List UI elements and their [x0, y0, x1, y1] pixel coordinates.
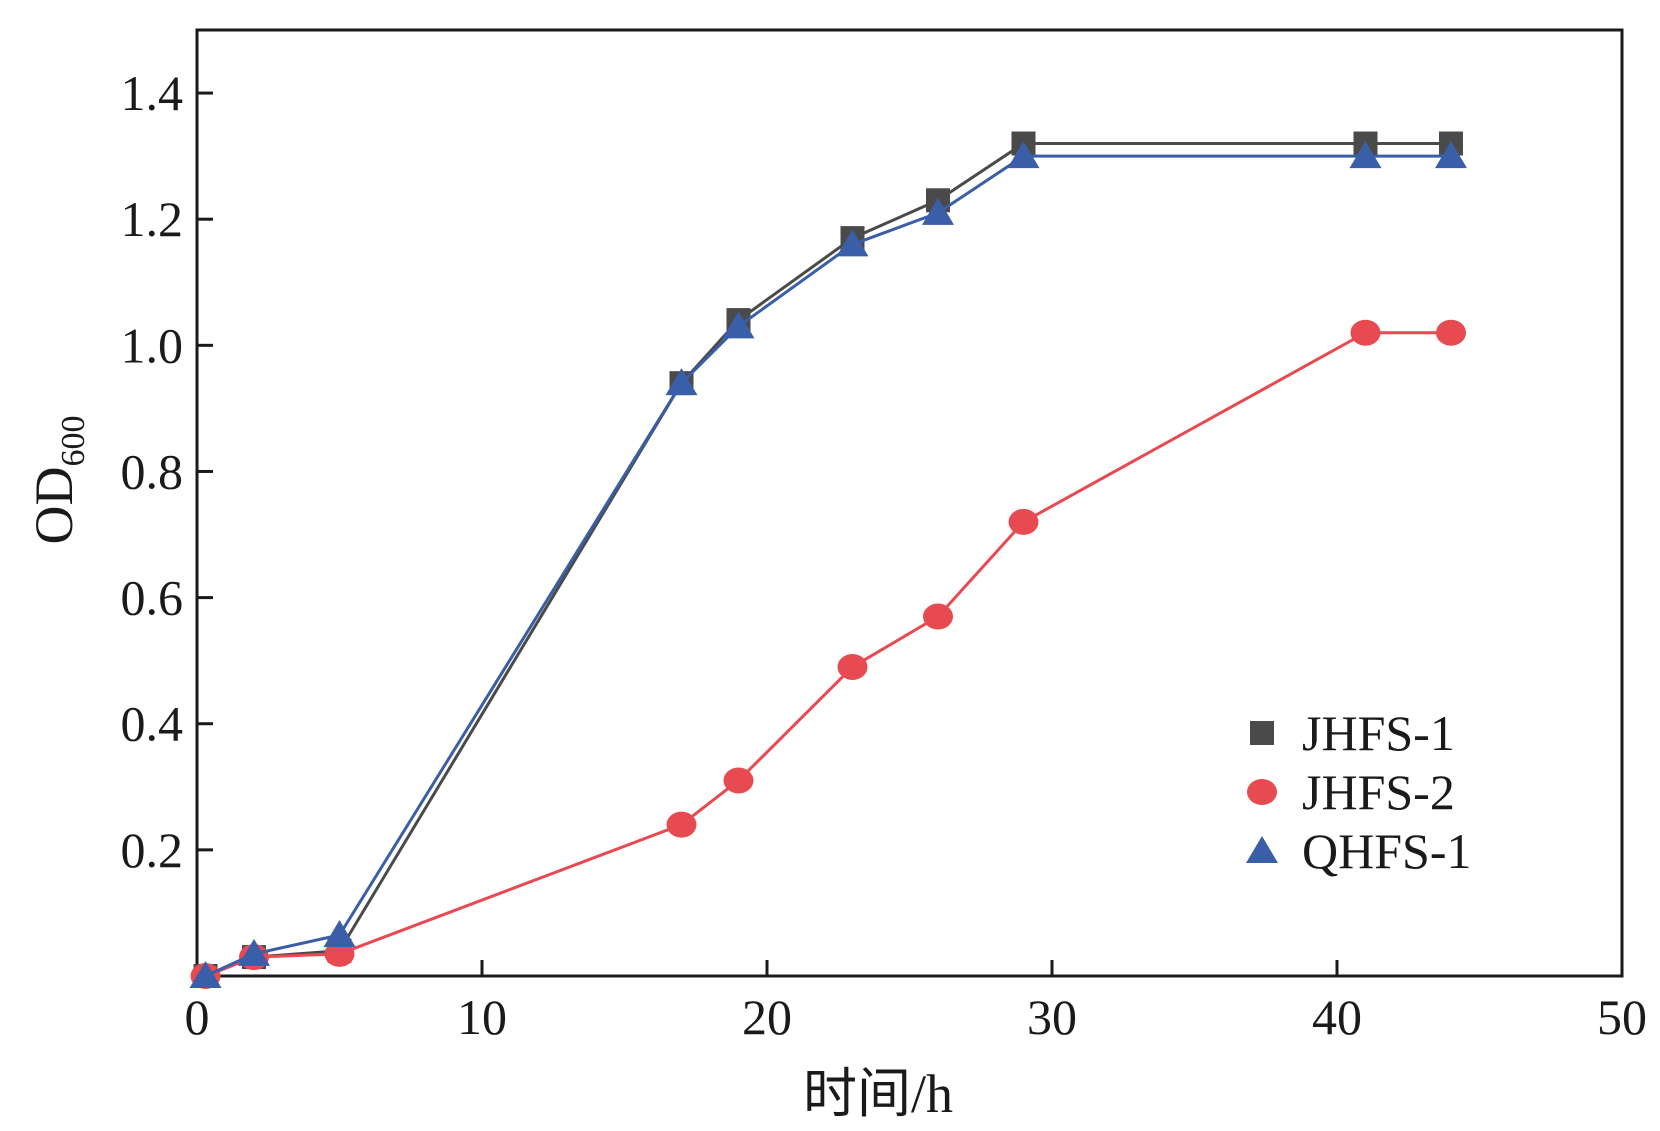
series-line-qhfs-1: [204, 154, 1451, 978]
data-point-qhfs-1: [1349, 141, 1382, 169]
y-tick-label: 1.4: [121, 65, 184, 121]
y-axis-title-main: OD: [24, 467, 84, 545]
y-tick-label: 0.8: [121, 443, 184, 499]
legend-label-qhfs-1: QHFS-1: [1302, 823, 1471, 879]
data-point-qhfs-1: [238, 938, 270, 966]
x-axis-title: 时间/h: [803, 1064, 953, 1124]
legend-marker-qhfs-1: [1246, 836, 1278, 863]
y-tick-label: 0.6: [121, 570, 184, 626]
legend-marker-jhfs-2: [1247, 779, 1277, 805]
y-axis-title: OD600: [24, 416, 92, 545]
data-point-jhfs-2: [1008, 508, 1039, 535]
series-line-jhfs-1: [205, 142, 1451, 978]
data-point-qhfs-1: [665, 368, 698, 396]
legend-marker-jhfs-1: [1250, 721, 1274, 745]
x-tick-label: 40: [1312, 989, 1362, 1045]
data-point-qhfs-1: [323, 920, 356, 948]
data-point-jhfs-2: [1436, 319, 1466, 346]
data-point-qhfs-1: [189, 961, 222, 988]
y-tick-label: 1.0: [121, 317, 184, 373]
x-tick-label: 10: [457, 989, 507, 1045]
y-tick-label: 1.2: [121, 191, 184, 247]
series-line-jhfs-2: [205, 331, 1451, 978]
series-qhfs-1: [189, 141, 1467, 988]
x-tick-label: 20: [742, 989, 792, 1045]
legend-label-jhfs-1: JHFS-1: [1302, 705, 1455, 761]
legend-label-jhfs-2: JHFS-2: [1302, 764, 1455, 820]
svg-text:OD600: OD600: [24, 416, 92, 545]
y-tick-label: 0.4: [121, 696, 184, 752]
data-point-qhfs-1: [722, 311, 755, 339]
data-point-qhfs-1: [922, 197, 954, 225]
x-tick-label: 0: [185, 989, 210, 1045]
axis-ticks: 0 10 20 30 40 50 0.2 0.4 0.6 0.8 1.0 1.2 1.4: [121, 65, 1648, 1045]
data-point-jhfs-2: [1350, 319, 1381, 346]
x-tick-label: 50: [1597, 989, 1647, 1045]
data-point-jhfs-2: [723, 767, 754, 794]
x-tick-label: 30: [1027, 989, 1077, 1045]
y-axis-title-subscript: 600: [55, 416, 92, 467]
data-point-jhfs-2: [324, 940, 355, 967]
series-jhfs-2: [190, 319, 1466, 989]
data-point-qhfs-1: [1007, 141, 1040, 169]
plot-frame: [195, 28, 1624, 978]
data-point-qhfs-1: [836, 229, 869, 257]
data-point-qhfs-1: [1435, 141, 1467, 169]
data-point-jhfs-2: [837, 653, 868, 680]
data-point-jhfs-2: [923, 603, 953, 630]
data-point-jhfs-2: [666, 811, 697, 838]
y-tick-label: 0.2: [121, 822, 184, 878]
series-layer: [189, 131, 1467, 989]
